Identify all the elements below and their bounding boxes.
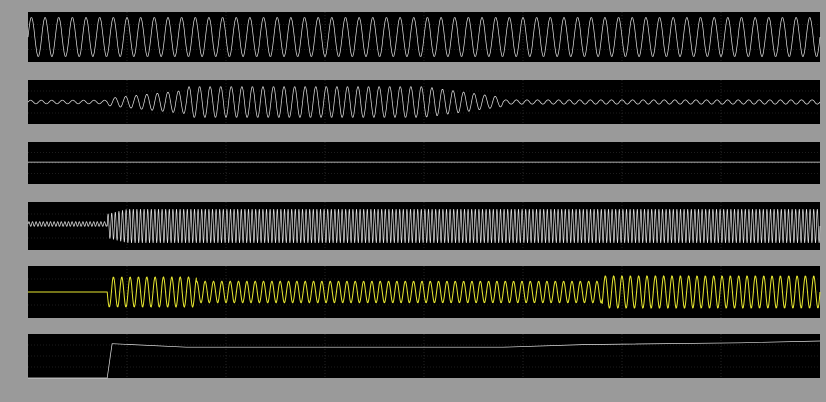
series-line-1: [28, 275, 821, 309]
scope-panel-3: [28, 142, 820, 184]
scope-panel-1: [27, 12, 821, 62]
scope-panel-2: [27, 80, 821, 124]
series-line-1: [27, 17, 821, 57]
series-line-1: [27, 209, 821, 243]
scope-panel-6: [28, 334, 821, 379]
scope-panel-5: [28, 266, 821, 318]
series-line-1: [28, 340, 821, 379]
series-line-1: [27, 86, 821, 118]
scope-panel-4: [27, 202, 821, 250]
